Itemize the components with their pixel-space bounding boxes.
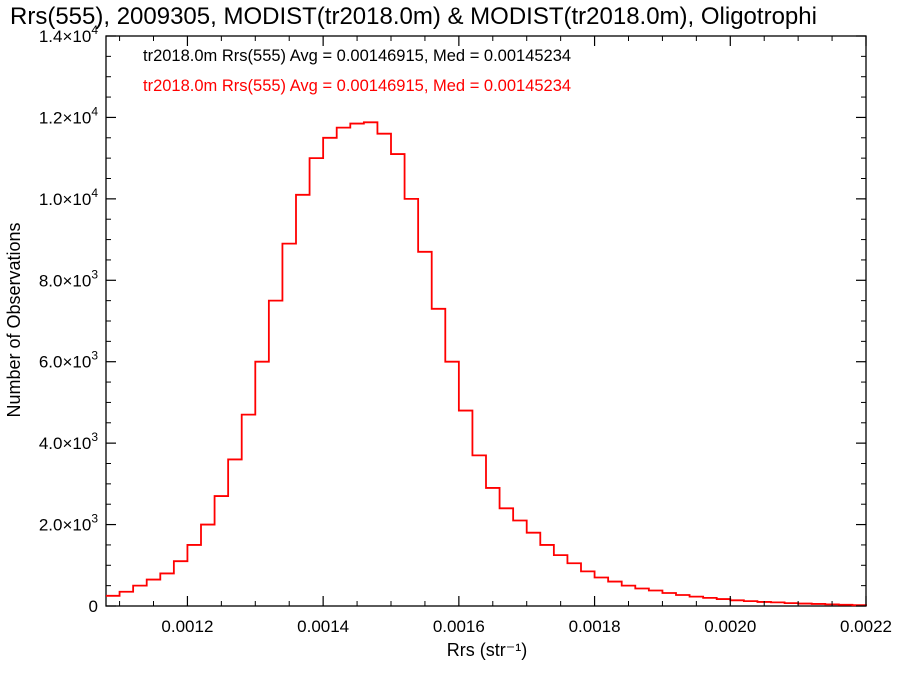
y-tick-label: 1.0×104 <box>39 186 98 209</box>
legend-annotations: tr2018.0m Rrs(555) Avg = 0.00146915, Med… <box>143 47 571 95</box>
annotation-0: tr2018.0m Rrs(555) Avg = 0.00146915, Med… <box>143 47 571 65</box>
y-axis: 0 2.0×103 4.0×103 6.0×103 8.0×103 1.0×104 1.2×… <box>39 23 866 616</box>
x-tick-label: 0.0020 <box>704 617 756 636</box>
y-tick-label: 6.0×103 <box>39 349 98 372</box>
y-tick-label: 4.0×103 <box>39 430 98 453</box>
annotation-1: tr2018.0m Rrs(555) Avg = 0.00146915, Med… <box>143 77 571 95</box>
y-axis-label: Number of Observations <box>4 222 24 417</box>
x-tick-label: 0.0022 <box>840 617 892 636</box>
series-line-0 <box>106 121 867 607</box>
y-tick-label: 1.2×104 <box>39 104 98 127</box>
x-tick-label: 0.0012 <box>161 617 213 636</box>
chart-title: Rrs(555), 2009305, MODIST(tr2018.0m) & M… <box>10 3 817 30</box>
x-axis: 0.0012 0.0014 0.0016 0.0018 0.0020 0.0022 <box>119 36 892 636</box>
y-tick-label: 0 <box>89 597 98 616</box>
x-tick-label: 0.0018 <box>569 617 621 636</box>
x-axis-label: Rrs (str⁻¹) <box>447 640 527 660</box>
y-tick-label: 8.0×103 <box>39 267 98 290</box>
x-tick-label: 0.0014 <box>297 617 349 636</box>
x-tick-label: 0.0016 <box>433 617 485 636</box>
y-tick-label: 2.0×103 <box>39 512 98 535</box>
y-tick-label: 1.4×104 <box>39 23 98 46</box>
